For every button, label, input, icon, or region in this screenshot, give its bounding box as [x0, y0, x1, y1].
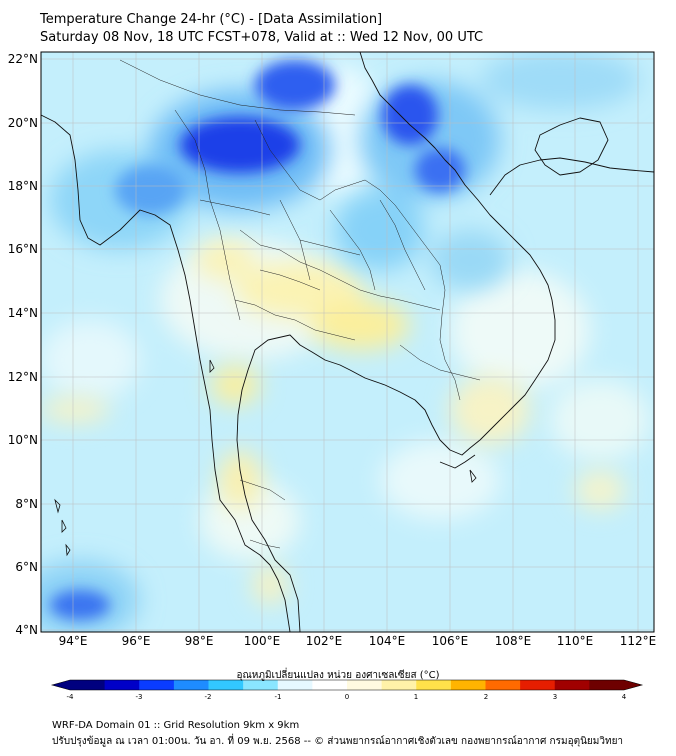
lat-label: 16°N	[8, 242, 38, 256]
colorbar-tick: -2	[204, 693, 212, 701]
colorbar-segment	[70, 680, 106, 690]
borders	[119, 59, 481, 549]
colorbar-tick: 1	[413, 693, 419, 701]
lon-label: 104°E	[369, 634, 406, 648]
colorbar-segment	[243, 680, 279, 690]
colorbar-label: อุณหภูมิเปลี่ยนแปลง หน่วย องศาเซลเซียส (…	[236, 670, 440, 681]
colorbar-tick: 4	[621, 693, 627, 701]
lat-label: 18°N	[8, 179, 38, 193]
colorbar-tick: -3	[135, 693, 143, 701]
lon-label: 112°E	[620, 634, 657, 648]
colorbar-tick: -1	[274, 693, 282, 701]
lon-label: 96°E	[122, 634, 151, 648]
lat-label: 12°N	[8, 370, 38, 384]
longitude-labels: 94°E 96°E 98°E 100°E 102°E 104°E 106°E 1…	[59, 634, 657, 648]
colorbar-segment	[520, 680, 556, 690]
plot-frame	[40, 51, 655, 633]
lon-label: 110°E	[557, 634, 594, 648]
colorbar-tick: -4	[66, 693, 74, 701]
graticule	[41, 52, 654, 632]
map-title: Temperature Change 24-hr (°C) - [Data As…	[40, 12, 383, 27]
colorbar-segment	[173, 680, 210, 690]
colorbar-segment	[554, 680, 590, 690]
lon-label: 98°E	[185, 634, 214, 648]
field-warm-areas	[41, 240, 625, 605]
colorbar-segment	[381, 680, 417, 690]
lat-label: 20°N	[8, 116, 38, 130]
plot-area	[41, 52, 654, 632]
colorbar-segment	[104, 680, 140, 690]
lat-label: 6°N	[15, 560, 38, 574]
colorbar-segment	[450, 680, 487, 690]
colorbar-outline	[50, 679, 644, 691]
colorbar-segment	[208, 680, 244, 690]
colorbar-segment	[277, 680, 313, 690]
lon-label: 94°E	[59, 634, 88, 648]
lat-label: 4°N	[15, 623, 38, 637]
colorbar-segment	[485, 680, 521, 690]
colorbar-tick: 3	[552, 693, 558, 701]
colorbar-segment	[416, 680, 452, 690]
colorbar-extend-min	[52, 680, 70, 690]
lon-label: 106°E	[432, 634, 469, 648]
colorbar-extend-max	[624, 680, 642, 690]
lat-label: 14°N	[8, 306, 38, 320]
lon-label: 100°E	[244, 634, 281, 648]
lat-label: 8°N	[15, 497, 38, 511]
map-subtitle: Saturday 08 Nov, 18 UTC FCST+078, Valid …	[40, 30, 484, 45]
lat-label: 10°N	[8, 433, 38, 447]
latitude-labels: 22°N 20°N 18°N 16°N 14°N 12°N 10°N 8°N 6…	[8, 52, 38, 637]
colorbar-tick: 2	[483, 693, 489, 701]
colorbar-tick: 0	[344, 693, 350, 701]
coastlines	[41, 52, 654, 632]
lon-label: 108°E	[495, 634, 532, 648]
colorbar-segment	[347, 680, 383, 690]
field-cold-cores	[50, 60, 465, 620]
lon-label: 102°E	[306, 634, 343, 648]
credit-line: ปรับปรุงข้อมูล ณ เวลา 01:00น. วัน อา. ที…	[52, 736, 624, 747]
colorbar	[50, 679, 644, 691]
islands	[54, 359, 477, 557]
colorbar-segment	[139, 680, 175, 690]
model-info: WRF-DA Domain 01 :: Grid Resolution 9km …	[52, 720, 300, 731]
lat-label: 22°N	[8, 52, 38, 66]
colorbar-segment	[589, 680, 625, 690]
colorbar-segment	[312, 680, 348, 690]
